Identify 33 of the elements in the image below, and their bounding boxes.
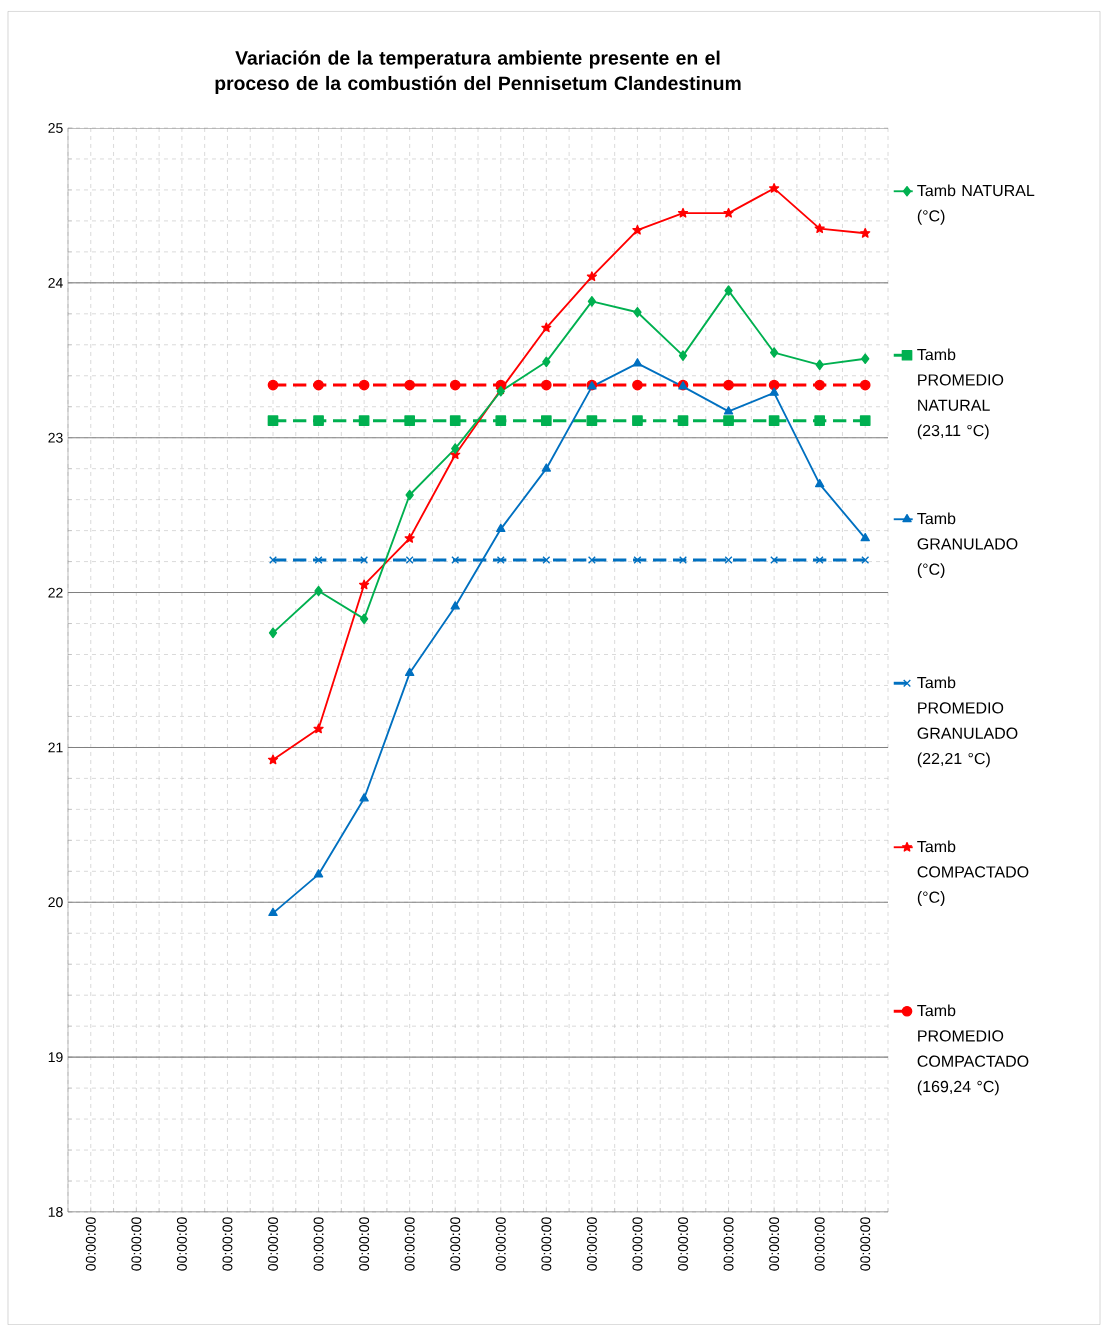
x-tick-label: 00:00:00 xyxy=(541,1217,552,1271)
legend-label: Tamb PROMEDIO GRANULADO (22,21 °C) xyxy=(917,676,1018,768)
x-tick-label: 00:00:00 xyxy=(176,1217,187,1271)
y-tick-label: 24 xyxy=(48,277,63,288)
x-tick-label: 00:00:00 xyxy=(860,1217,871,1271)
x-tick-label: 00:00:00 xyxy=(769,1217,780,1271)
x-tick-label: 00:00:00 xyxy=(131,1217,142,1271)
x-tick-label: 00:00:00 xyxy=(586,1217,597,1271)
x-tick-label: 00:00:00 xyxy=(450,1217,461,1271)
x-tick-label: 00:00:00 xyxy=(678,1217,688,1271)
x-tick-label: 00:00:00 xyxy=(313,1217,324,1271)
x-tick-label: 00:00:00 xyxy=(495,1217,506,1271)
y-tick-label: 22 xyxy=(48,587,63,598)
chart-title: Variación de la temperatura ambiente presente en el proceso de la combustión del Pennisetum Clandestinum xyxy=(215,50,741,94)
x-tick-label: 00:00:00 xyxy=(632,1217,643,1271)
x-tick-label: 00:00:00 xyxy=(814,1217,825,1271)
x-tick-label: 00:00:00 xyxy=(404,1217,415,1271)
x-tick-label: 00:00:00 xyxy=(85,1217,96,1271)
x-tick-label: 00:00:00 xyxy=(359,1217,370,1271)
y-tick-label: 25 xyxy=(48,123,63,133)
y-tick-label: 23 xyxy=(48,432,63,443)
legend-label: Tamb PROMEDIO NATURAL (23,11 °C) xyxy=(917,348,1004,440)
y-tick-label: 18 xyxy=(48,1207,63,1217)
x-tick-label: 00:00:00 xyxy=(222,1217,233,1271)
legend-label: Tamb NATURAL (°C) xyxy=(917,184,1035,225)
y-tick-label: 20 xyxy=(48,897,63,908)
y-tick-label: 19 xyxy=(48,1052,63,1063)
legend-label: Tamb GRANULADO (°C) xyxy=(917,512,1018,579)
x-tick-label: 00:00:00 xyxy=(268,1217,278,1271)
x-tick-label: 00:00:00 xyxy=(723,1217,734,1271)
y-tick-label: 21 xyxy=(48,742,63,753)
legend-label: Tamb PROMEDIO COMPACTADO (169,24 °C) xyxy=(917,1004,1029,1096)
legend-label: Tamb COMPACTADO (°C) xyxy=(917,840,1029,907)
